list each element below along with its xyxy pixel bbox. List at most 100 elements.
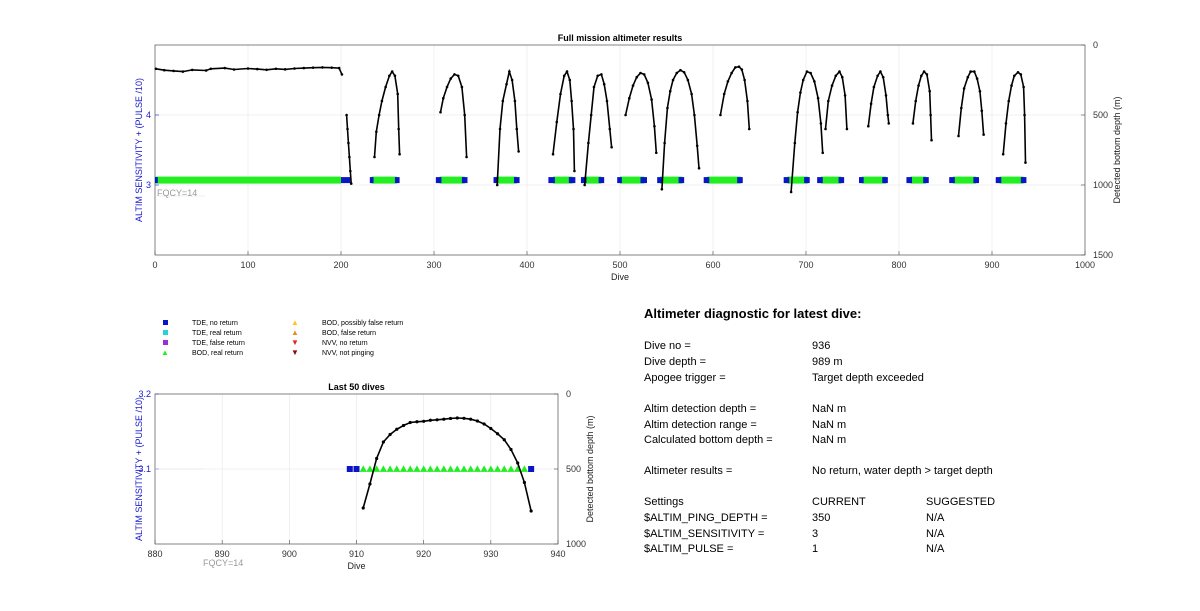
bottom-depth-line [362,417,532,512]
apogee-trigger-value: Target depth exceeded [812,372,924,384]
bottom-depth-point [517,150,520,153]
tde-no-return-marker [598,177,605,184]
calculated-bottom-depth-value: NaN m [812,434,847,446]
x-tick-label: 100 [240,260,255,270]
tde-no-return-marker [617,177,622,184]
bottom-depth-point [475,419,479,423]
dive-no-row: Dive no = 936 [644,340,1064,355]
tde-no-return-marker [435,177,442,184]
bottom-depth-point [397,127,400,131]
bottom-depth-point [838,70,841,73]
dive-depth-row: Dive depth = 989 m [644,356,1064,371]
bottom-depth-point [154,67,158,71]
bottom-depth-point [502,438,506,442]
altim-detection-range-row: Altim detection range = NaN m [644,419,1064,434]
bottom-depth-point [929,113,932,117]
bottom-depth-point [746,99,749,103]
bottom-depth-point [529,509,533,513]
last-50-dives-chart: 880 890 900 910 920 930 940 0 500 1000 3.1 3.2 Last … [134,382,595,571]
bottom-depth-point [172,69,175,73]
x-tick-label: 1000 [1075,260,1095,270]
bottom-depth-point [740,68,744,71]
bottom-depth-point [653,124,656,128]
bottom-depth-point [887,122,891,125]
bod-real-return-marker [393,465,401,472]
bottom-depth-point [460,85,464,89]
settings-header-suggested: SUGGESTED [926,496,996,508]
chart-title: Last 50 dives [328,382,385,392]
bottom-depth-point [390,70,394,73]
bottom-depth-point [381,440,385,444]
legend-label: TDE, no return [192,319,238,327]
altim-detection-range-label: Altim detection range = [644,419,757,431]
bottom-depth-point [722,92,726,96]
tde-no-return-marker [703,177,710,184]
bottom-depth-point [435,418,439,422]
x-tick-label: 200 [333,260,348,270]
legend-swatch [162,340,168,345]
bottom-depth-point [465,155,468,159]
bottom-depth-point [879,70,882,73]
dive-no-label: Dive no = [644,340,691,352]
setting-label: $ALTIM_PULSE = [644,543,734,555]
bottom-depth-point [642,73,646,76]
bottom-depth-point [375,456,379,461]
bottom-depth-point [650,98,653,101]
bottom-depth-point [697,166,701,170]
calculated-bottom-depth-label: Calculated bottom depth = [644,434,773,446]
bottom-depth-point [743,78,746,82]
bottom-depth-point [975,77,979,80]
bottom-depth-point [801,78,805,82]
bottom-depth-point [509,447,513,452]
bottom-depth-line [661,69,700,190]
bottom-depth-point [1004,122,1008,125]
dive-depth-value: 989 m [812,356,843,368]
bod-real-return-marker [439,176,465,184]
altimeter-results-label: Altimeter results = [644,465,733,477]
tde-no-return-marker [995,177,1002,184]
bottom-depth-point [1023,113,1026,117]
legend-label: TDE, false return [192,339,245,347]
bottom-depth-point [223,66,227,70]
x-axis-label: Dive [347,561,365,571]
y-left-axis-label: ALTIM SENSITIVITY + (PULSE /10) [134,397,144,541]
bottom-depth-line [867,70,890,127]
bottom-depth-point [928,89,931,93]
x-tick-label: 700 [798,260,813,270]
bottom-depth-point [957,134,960,138]
bottom-depth-point [513,99,517,103]
bottom-depth-point [911,122,915,125]
dive-no-value: 936 [812,340,831,352]
bottom-depth-point [439,110,442,114]
y-right-tick-label: 500 [1093,110,1108,120]
bottom-depth-point [583,183,586,187]
bottom-depth-point [349,169,352,173]
y-left-tick-label: 3.1 [138,464,151,474]
bottom-depth-line [824,70,848,130]
bottom-depth-point [980,109,984,113]
bottom-depth-point [340,73,344,76]
bottom-depth-point [442,417,446,421]
bod-real-return-marker [999,176,1024,184]
bottom-depth-point [510,78,514,82]
settings-header-current: CURRENT [812,496,866,508]
bottom-depth-point [608,127,612,131]
tde-no-return-marker [513,177,520,184]
bottom-depth-point [448,416,453,421]
bod-real-return-marker [433,465,441,472]
bottom-depth-point [1001,152,1005,156]
x-tick-label: 900 [984,260,999,270]
bottom-depth-point [867,124,870,128]
tde-no-return-marker [548,177,555,184]
setting-suggested: N/A [926,528,945,540]
bottom-depth-point [824,127,827,131]
chart-title: Full mission altimeter results [558,33,683,43]
tde-no-return-marker [859,177,864,184]
bottom-depth-point [522,480,527,485]
bod-real-return-marker [910,176,926,184]
bod-real-return-marker [707,176,741,184]
bod-real-return-marker [426,465,434,472]
setting-current: 1 [812,543,819,555]
triangle-down-icon: ▼ [291,348,299,357]
